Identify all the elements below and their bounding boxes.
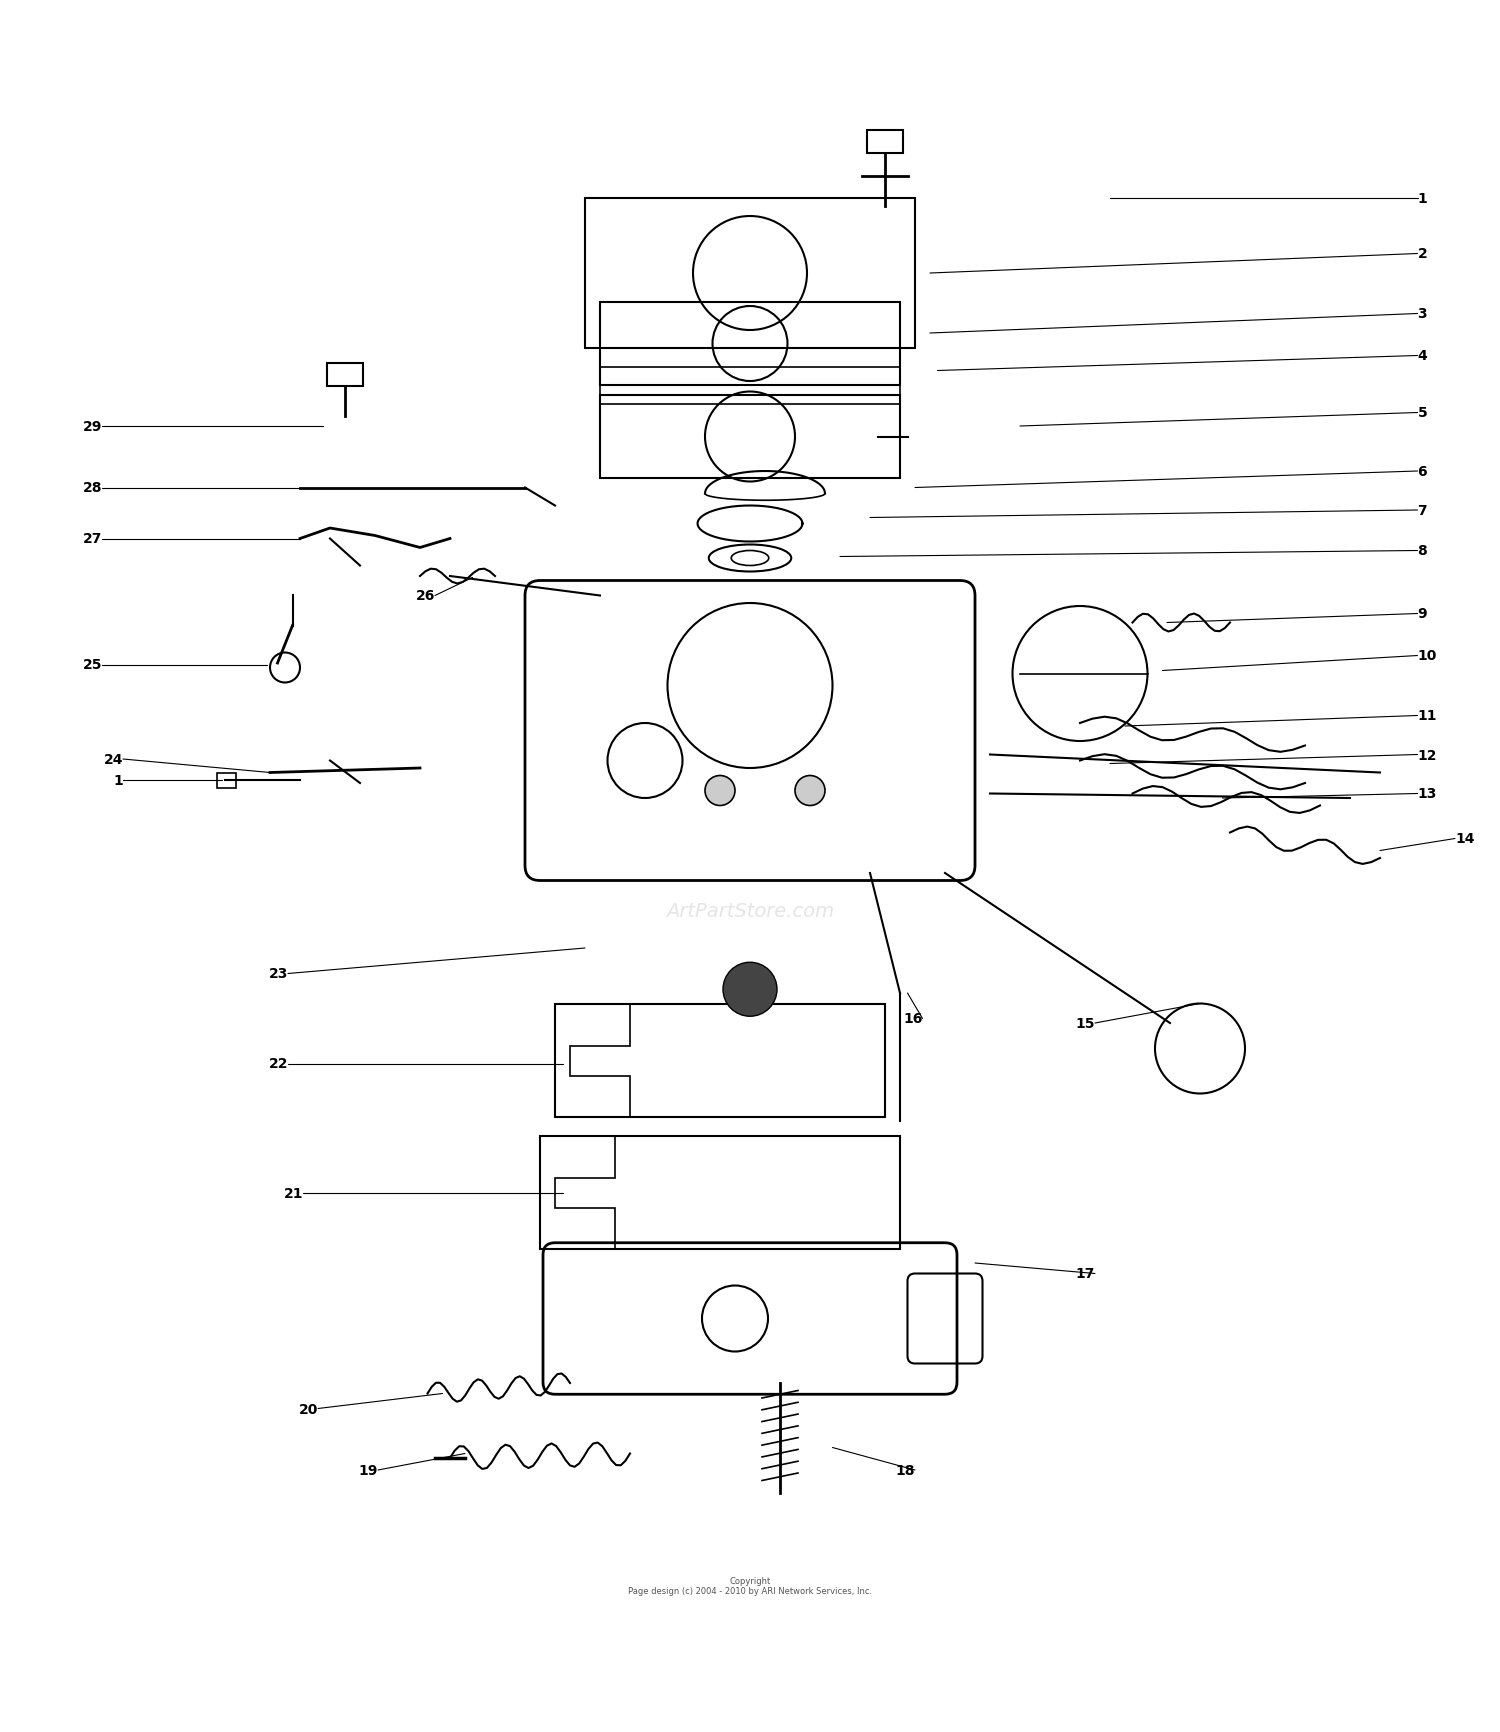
Text: 16: 16 (903, 1011, 922, 1025)
Bar (217, 772, 236, 788)
Text: 17: 17 (1076, 1266, 1095, 1280)
Text: 21: 21 (284, 1186, 303, 1200)
Text: 12: 12 (1418, 748, 1437, 762)
Circle shape (705, 776, 735, 805)
Text: 8: 8 (1418, 544, 1428, 558)
Bar (600, 397, 900, 478)
Bar (327, 364, 363, 386)
Text: 3: 3 (1418, 307, 1426, 322)
Text: 24: 24 (104, 753, 123, 767)
Text: 13: 13 (1418, 786, 1437, 800)
Circle shape (1013, 606, 1148, 741)
Text: 26: 26 (416, 589, 435, 603)
Text: 11: 11 (1418, 708, 1437, 722)
Bar (585, 199, 915, 348)
Circle shape (795, 776, 825, 805)
Text: 1: 1 (114, 774, 123, 788)
Text: ArtPartStore.com: ArtPartStore.com (666, 901, 834, 920)
Circle shape (723, 963, 777, 1017)
Text: 29: 29 (82, 419, 102, 433)
Text: 6: 6 (1418, 464, 1426, 478)
Text: 22: 22 (268, 1057, 288, 1070)
Text: 5: 5 (1418, 407, 1428, 421)
Bar (555, 1005, 885, 1117)
Text: 18: 18 (896, 1464, 915, 1477)
Text: 27: 27 (82, 532, 102, 546)
Text: 10: 10 (1418, 650, 1437, 663)
Text: 2: 2 (1418, 248, 1428, 262)
Bar (600, 367, 900, 405)
Text: 23: 23 (268, 966, 288, 980)
Bar (540, 1136, 900, 1249)
Text: 4: 4 (1418, 350, 1428, 364)
Text: 9: 9 (1418, 608, 1426, 622)
Text: 20: 20 (298, 1401, 318, 1415)
Text: 7: 7 (1418, 504, 1426, 518)
Text: 14: 14 (1455, 831, 1474, 845)
Circle shape (270, 653, 300, 682)
Bar (867, 132, 903, 154)
Text: 19: 19 (358, 1464, 378, 1477)
Text: 25: 25 (82, 658, 102, 672)
Text: Copyright
Page design (c) 2004 - 2010 by ARI Network Services, Inc.: Copyright Page design (c) 2004 - 2010 by… (628, 1576, 872, 1595)
Bar (600, 303, 900, 386)
Text: 15: 15 (1076, 1017, 1095, 1031)
Text: 1: 1 (1418, 192, 1428, 206)
Text: 28: 28 (82, 481, 102, 495)
